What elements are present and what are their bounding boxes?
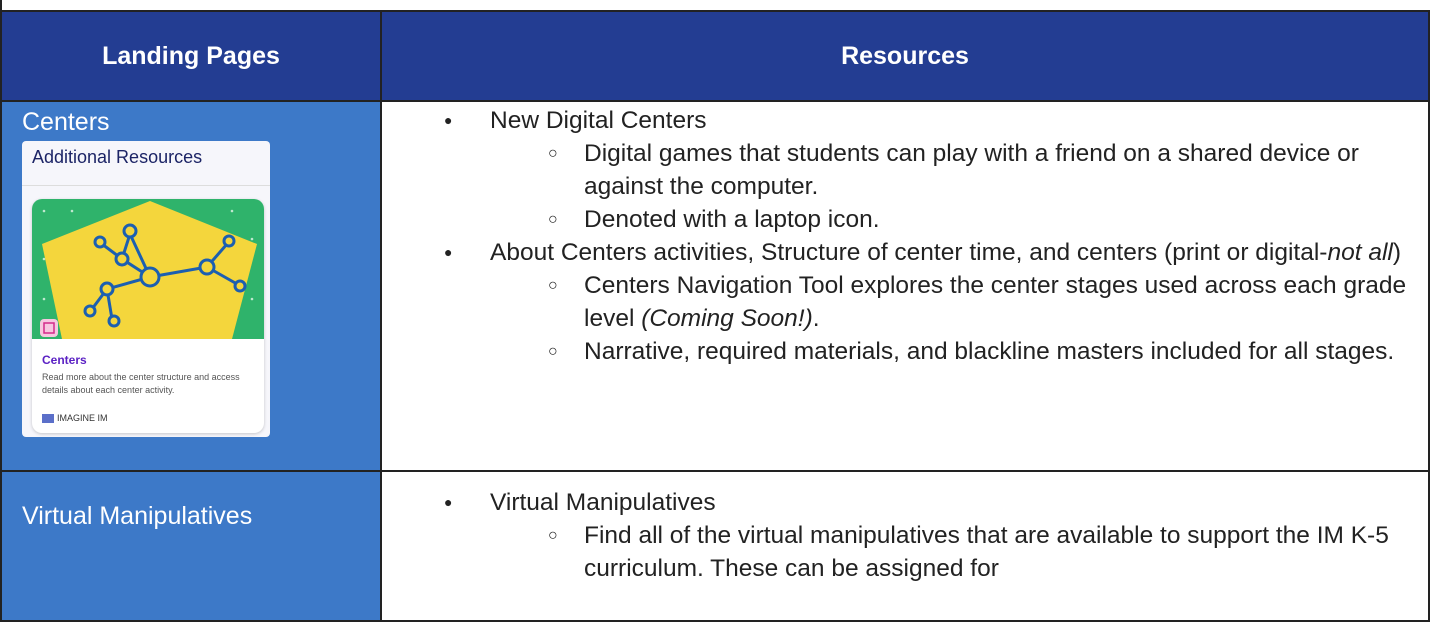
sub-item: Find all of the virtual manipulatives th… <box>490 519 1420 585</box>
card-description: Read more about the center structure and… <box>42 372 240 395</box>
text-run: Narrative, required materials, and black… <box>584 338 1395 365</box>
resource-table: Landing Pages Resources Centers Addition… <box>0 10 1430 622</box>
sub-item: Narrative, required materials, and black… <box>490 335 1420 368</box>
card-title: Centers <box>42 353 87 367</box>
bullet-list: Virtual Manipulatives Find all of the vir… <box>382 486 1428 585</box>
row: Centers Additional Resources Centers <box>0 100 1430 472</box>
landing-cell: Virtual Manipulatives <box>0 470 382 622</box>
preview-card: Additional Resources Centers Read more a… <box>22 141 270 437</box>
resources-cell: New Digital Centers Digital games that st… <box>380 100 1430 472</box>
header-cell: Resources <box>380 10 1430 102</box>
resources-cell: Virtual Manipulatives Find all of the vir… <box>380 470 1430 622</box>
card-heading: Additional Resources <box>22 141 270 186</box>
illustration <box>32 199 264 339</box>
text-run: About Centers activities, Structure of c… <box>490 239 1328 266</box>
card-inner: Centers Read more about the center struc… <box>32 199 264 433</box>
brand-label: IMAGINE IM <box>57 413 108 423</box>
text-run: Virtual Manipulatives <box>490 489 716 516</box>
text-run: ) <box>1392 239 1402 266</box>
card-brand: IMAGINE IM <box>42 413 108 424</box>
text-run: Digital games that students can play wit… <box>584 140 1359 200</box>
header-row: Landing Pages Resources <box>0 10 1430 102</box>
landing-label: Virtual Manipulatives <box>22 502 253 530</box>
sub-item: Digital games that students can play wit… <box>490 137 1420 203</box>
sub-list: Digital games that students can play wit… <box>490 137 1420 236</box>
sub-list: Find all of the virtual manipulatives th… <box>490 519 1420 585</box>
bullet-list: New Digital Centers Digital games that st… <box>382 104 1428 368</box>
text-run: Centers Navigation Tool explores the cen… <box>584 272 1407 332</box>
text-run: (Coming Soon!) <box>641 305 813 332</box>
landing-label: Centers <box>22 108 110 136</box>
landing-cell: Centers Additional Resources Centers <box>0 100 382 472</box>
text-run: New Digital Centers <box>490 107 707 134</box>
bullet-item: New Digital Centers Digital games that st… <box>382 104 1428 236</box>
text-run: not all <box>1327 239 1393 266</box>
text-run: Find all of the virtual manipulatives th… <box>584 522 1389 582</box>
border-tick <box>0 0 2 12</box>
text-run: Denoted with a laptop icon. <box>584 206 880 233</box>
sub-item: Centers Navigation Tool explores the cen… <box>490 269 1420 335</box>
bullet-item: About Centers activities, Structure of c… <box>382 236 1428 368</box>
sub-item: Denoted with a laptop icon. <box>490 203 1420 236</box>
text-run: . <box>812 305 820 332</box>
row: Virtual Manipulatives Virtual Manipulati… <box>0 470 1430 622</box>
sub-list: Centers Navigation Tool explores the cen… <box>490 269 1420 368</box>
header-cell: Landing Pages <box>0 10 382 102</box>
page: Landing Pages Resources Centers Addition… <box>0 0 1430 608</box>
bullet-item: Virtual Manipulatives Find all of the vir… <box>382 486 1428 585</box>
